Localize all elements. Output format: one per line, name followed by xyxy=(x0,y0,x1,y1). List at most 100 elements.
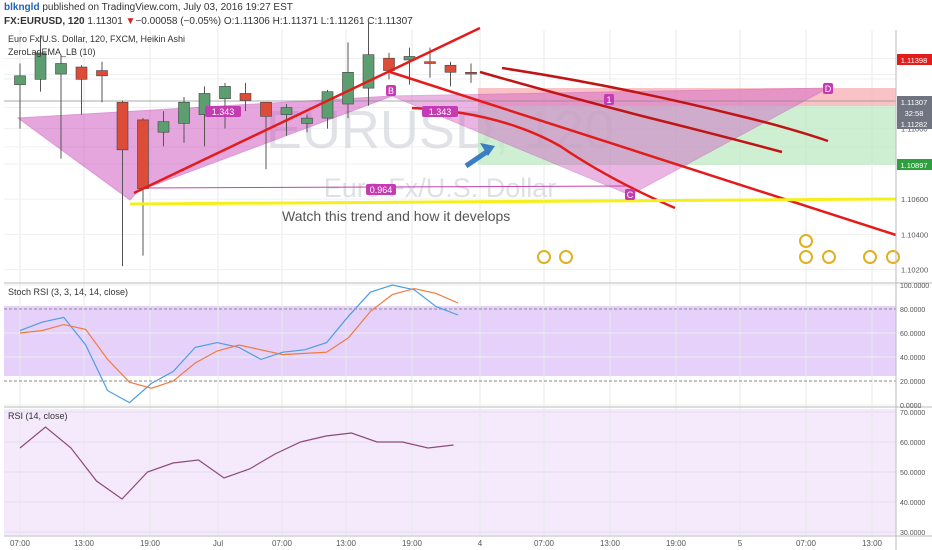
main-legend-title: Euro Fx/U.S. Dollar, 120, FXCM, Heikin A… xyxy=(8,34,185,44)
time-tick-label: 13:00 xyxy=(600,539,621,548)
price-tick-label: 1.10600 xyxy=(901,195,928,204)
candle-body xyxy=(178,101,190,124)
rsi-tick-label: 70.0000 xyxy=(900,410,925,417)
ratio-text: 0.964 xyxy=(370,185,393,195)
candle-body xyxy=(239,93,252,101)
ratio-badge xyxy=(366,184,396,195)
stoch-title: Stoch RSI (3, 3, 14, 14, close) xyxy=(8,287,128,297)
trendline-falling-2 xyxy=(411,106,676,210)
price-tag-text: 32:58 xyxy=(905,109,924,118)
price-tag-text: 1.11282 xyxy=(901,120,928,129)
trendline-falling-1 xyxy=(389,70,897,237)
candle-body xyxy=(96,70,108,77)
drawings-back xyxy=(4,87,896,201)
price-tag-text: 1.10897 xyxy=(900,161,927,170)
price-change: −0.00058 (−0.05%) xyxy=(135,16,222,27)
main-legend-indicator: ZeroLagEMA_LB (10) xyxy=(8,47,96,57)
time-tick-label: 13:00 xyxy=(862,539,883,548)
candle-body xyxy=(301,117,313,124)
last-price: 1.11301 xyxy=(84,16,123,27)
time-tick-label: 19:00 xyxy=(402,539,423,548)
time-tick-label: 5 xyxy=(738,539,743,548)
candle-body xyxy=(137,119,149,189)
rsi-tick-label: 50.0000 xyxy=(900,470,925,477)
candle-body xyxy=(260,101,272,117)
support-line xyxy=(129,197,897,206)
candle-body xyxy=(116,101,129,151)
point-badge xyxy=(625,189,635,200)
stoch-tick-label: 100.0000 xyxy=(900,283,929,290)
harmonic-bcd xyxy=(391,87,829,196)
candle-body xyxy=(280,107,293,115)
pattern-labels: 1.343 1.343 0.964 B C D 1 xyxy=(205,83,833,200)
stoch-tick-label: 20.0000 xyxy=(900,379,925,386)
ratio-text: 1.343 xyxy=(212,107,235,117)
point-badge xyxy=(823,83,833,94)
candle-body xyxy=(55,63,67,75)
event-flag-icon[interactable] xyxy=(537,250,551,264)
event-flag-icon[interactable] xyxy=(863,250,877,264)
ratio-badge xyxy=(205,106,241,117)
trendline-rising xyxy=(133,26,481,195)
event-flag-icon[interactable] xyxy=(799,250,813,264)
annotation-text: Watch this trend and how it develops xyxy=(282,208,510,224)
price-tick-label: 1.11000 xyxy=(901,125,928,134)
candle-body xyxy=(14,75,26,85)
price-tag xyxy=(897,54,932,65)
publish-info: blkngld published on TradingView.com, Ju… xyxy=(4,2,293,13)
price-tag xyxy=(897,159,932,170)
price-tag xyxy=(897,118,932,129)
event-flag-icon[interactable] xyxy=(886,250,900,264)
stoch-band xyxy=(4,306,896,376)
rsi-tick-label: 30.0000 xyxy=(900,530,925,537)
candle-body xyxy=(321,91,334,119)
pane-backgrounds xyxy=(4,30,896,535)
point-b-label: B xyxy=(388,86,394,96)
stoch-k-line xyxy=(19,284,459,404)
publish-text: published on TradingView.com, July 03, 2… xyxy=(39,2,293,13)
time-tick-label: Jul xyxy=(213,539,223,548)
trendline-falling-4 xyxy=(501,66,829,143)
event-flag-icon[interactable] xyxy=(799,234,813,248)
rsi-title: RSI (14, close) xyxy=(8,411,68,421)
candle-body xyxy=(157,121,170,133)
price-tag-text: 1.11398 xyxy=(901,56,928,65)
point-badge xyxy=(604,94,614,105)
price-tag xyxy=(897,96,932,107)
event-icons xyxy=(537,234,900,264)
trendline-falling-3 xyxy=(479,70,783,154)
point-1-label: 1 xyxy=(606,95,611,105)
author-link[interactable]: blkngld xyxy=(4,2,40,13)
ratio-text: 1.343 xyxy=(429,107,452,117)
price-tick-label: 1.10400 xyxy=(901,230,928,239)
event-flag-icon[interactable] xyxy=(559,250,573,264)
target-zone xyxy=(478,106,896,165)
time-tick-label: 13:00 xyxy=(336,539,357,548)
stoch-tick-label: 40.0000 xyxy=(900,355,925,362)
publish-header: blkngld published on TradingView.com, Ju… xyxy=(0,0,932,30)
stoch-d-line xyxy=(19,287,459,389)
candle-body xyxy=(75,66,88,80)
stoch-rsi-lines xyxy=(19,284,459,404)
up-arrow-icon xyxy=(464,148,490,169)
candle-body xyxy=(198,93,211,115)
time-tick-label: 07:00 xyxy=(10,539,31,548)
time-tick-label: 4 xyxy=(478,539,483,548)
ratio-badge xyxy=(422,106,458,117)
event-flag-icon[interactable] xyxy=(822,250,836,264)
symbol-quote: FX:EURUSD, 120 1.11301 ▼−0.00058 (−0.05%… xyxy=(4,16,413,27)
point-d-label: D xyxy=(825,84,832,94)
arrow-head xyxy=(480,143,495,156)
candle-body xyxy=(362,54,375,89)
candle-body xyxy=(444,64,457,73)
rsi-tick-label: 40.0000 xyxy=(900,500,925,507)
down-arrow-icon: ▼ xyxy=(125,16,136,27)
rsi-line xyxy=(19,426,454,500)
point-c-label: C xyxy=(627,190,634,200)
rsi-tick-label: 60.0000 xyxy=(900,440,925,447)
ohlc-values: O:1.11306 H:1.11371 L:1.11261 C:1.11307 xyxy=(221,16,413,27)
stoch-tick-label: 60.0000 xyxy=(900,331,925,338)
drawings-front xyxy=(129,26,897,237)
